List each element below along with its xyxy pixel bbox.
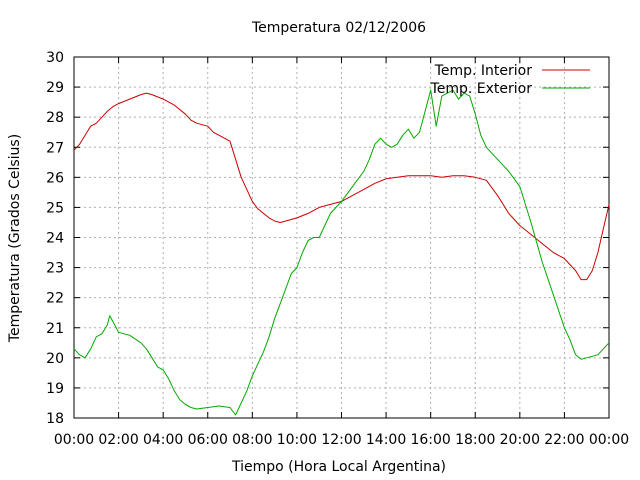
- x-tick-label: 08:00: [232, 432, 272, 448]
- y-axis: 18 19 20 21 22 23 24 25 26 27 28 29 30: [46, 50, 609, 427]
- x-tick-label: 16:00: [410, 432, 450, 448]
- y-tick-label: 23: [46, 261, 64, 277]
- y-tick-label: 29: [46, 80, 64, 96]
- y-tick-label: 21: [46, 321, 64, 337]
- y-tick-label: 19: [46, 381, 64, 397]
- y-tick-label: 30: [46, 50, 64, 66]
- y-tick-label: 26: [46, 170, 64, 186]
- y-tick-label: 22: [46, 291, 64, 307]
- y-tick-label: 24: [46, 231, 64, 247]
- y-tick-label: 18: [46, 411, 64, 427]
- legend: Temp. Interior Temp. Exterior: [430, 63, 590, 97]
- x-tick-label: 00:00: [589, 432, 629, 448]
- x-tick-label: 12:00: [321, 432, 361, 448]
- series-line-temp-exterior: [73, 89, 610, 416]
- x-tick-label: 22:00: [544, 432, 584, 448]
- series-line-temp-interior: [73, 92, 610, 281]
- x-tick-label: 00:00: [54, 432, 94, 448]
- y-tick-label: 20: [46, 351, 64, 367]
- grid: [74, 57, 609, 418]
- x-tick-label: 02:00: [98, 432, 138, 448]
- y-tick-label: 28: [46, 110, 64, 126]
- y-axis-label: Temperatura (Grados Celsius): [7, 134, 23, 343]
- legend-label: Temp. Interior: [434, 63, 533, 79]
- x-axis: 00:00 02:00 04:00 06:00 08:00 10:00 12:00 14:00…: [54, 57, 629, 448]
- y-tick-label: 27: [46, 140, 64, 156]
- y-tick-label: 25: [46, 200, 64, 216]
- legend-label: Temp. Exterior: [430, 81, 533, 97]
- x-tick-label: 18:00: [455, 432, 495, 448]
- x-tick-label: 14:00: [366, 432, 406, 448]
- x-tick-label: 04:00: [143, 432, 183, 448]
- x-tick-label: 20:00: [500, 432, 540, 448]
- series-lines: [73, 89, 610, 416]
- x-tick-label: 10:00: [277, 432, 317, 448]
- x-axis-label: Tiempo (Hora Local Argentina): [231, 459, 446, 475]
- chart-title: Temperatura 02/12/2006: [251, 20, 426, 36]
- x-tick-label: 06:00: [188, 432, 228, 448]
